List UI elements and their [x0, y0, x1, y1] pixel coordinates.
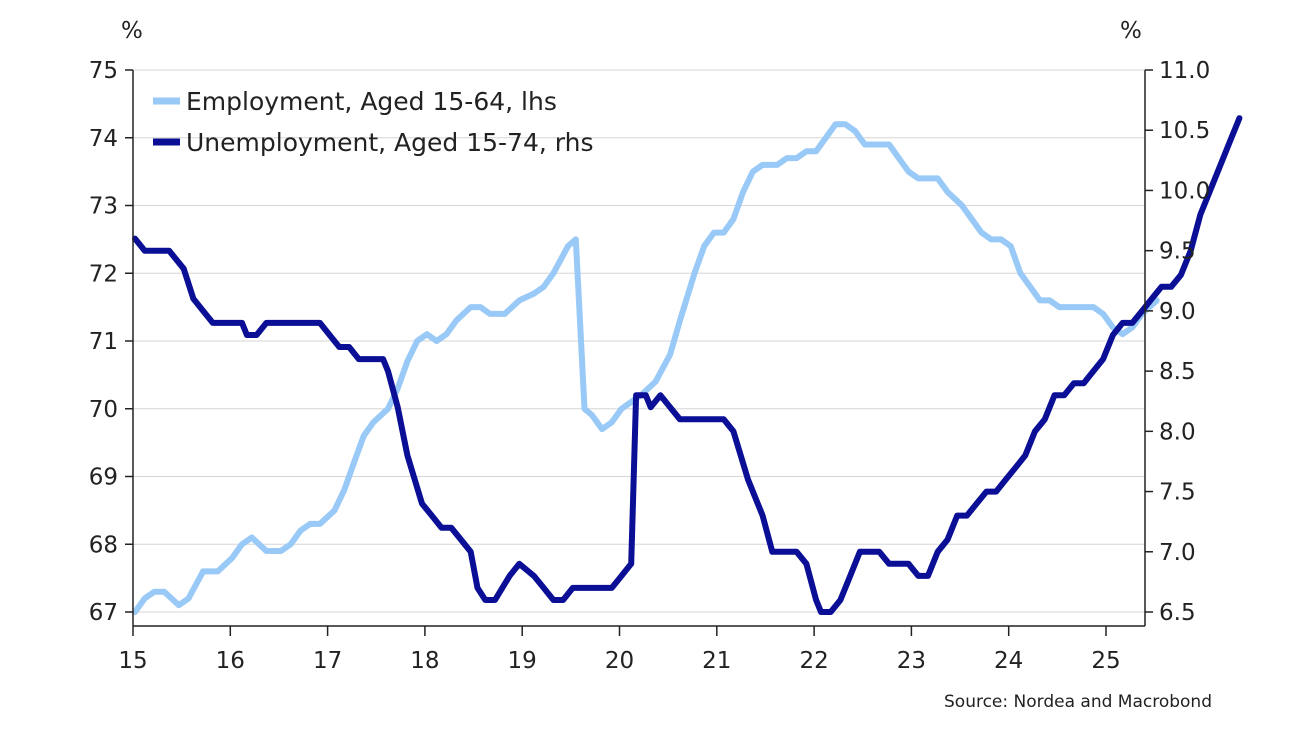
y-left-tick-label-3: 70 — [89, 397, 118, 423]
y-left-unit-label: % — [121, 18, 143, 44]
series-line-employment — [132, 121, 1160, 615]
y-right-tick-label-6: 9.5 — [1159, 239, 1196, 265]
y-right-tick-label-9: 11.0 — [1159, 58, 1210, 84]
x-tick-label-9: 24 — [994, 648, 1023, 674]
y-right-tick-label-7: 10.0 — [1159, 178, 1210, 204]
y-right-tick-label-0: 6.5 — [1159, 600, 1196, 626]
x-tick-label-7: 22 — [799, 648, 828, 674]
x-tick-label-10: 25 — [1091, 648, 1120, 674]
tick-labels: 67 68 69 70 71 72 73 74 75 6.5 7.0 7.5 8.0 8.5 9.0 9.5 1… — [89, 58, 1211, 674]
x-tick-label-6: 21 — [702, 648, 731, 674]
series-layer — [132, 115, 1243, 615]
y-right-unit-label: % — [1120, 18, 1142, 44]
legend-label-unemployment: Unemployment, Aged 15-74, rhs — [186, 128, 593, 157]
y-left-tick-label-7: 74 — [89, 126, 118, 152]
x-tick-label-5: 20 — [605, 648, 634, 674]
y-right-tick-label-4: 8.5 — [1159, 359, 1196, 385]
source-note: Source: Nordea and Macrobond — [944, 692, 1212, 712]
y-right-tick-label-2: 7.5 — [1159, 480, 1196, 506]
grid — [133, 69, 1145, 613]
y-left-tick-label-2: 69 — [89, 465, 118, 491]
y-right-tick-label-1: 7.0 — [1159, 540, 1196, 566]
x-tick-label-0: 15 — [118, 648, 147, 674]
y-right-tick-label-8: 10.5 — [1159, 118, 1210, 144]
y-left-tick-label-4: 71 — [89, 329, 118, 355]
x-tick-label-4: 19 — [508, 648, 537, 674]
y-left-tick-label-6: 73 — [89, 194, 118, 220]
x-tick-label-3: 18 — [410, 648, 439, 674]
y-left-tick-label-1: 68 — [89, 532, 118, 558]
y-right-tick-label-3: 8.0 — [1159, 419, 1196, 445]
x-tick-label-2: 17 — [313, 648, 342, 674]
legend: Employment, Aged 15-64, lhs Unemployment… — [153, 87, 593, 157]
y-left-tick-label-8: 75 — [89, 58, 118, 84]
legend-label-employment: Employment, Aged 15-64, lhs — [186, 87, 557, 116]
series-line-unemployment — [132, 115, 1243, 615]
axes — [125, 69, 1153, 636]
x-tick-label-1: 16 — [216, 648, 245, 674]
y-left-tick-label-5: 72 — [89, 261, 118, 287]
y-left-tick-label-0: 67 — [89, 600, 118, 626]
y-right-tick-label-5: 9.0 — [1159, 299, 1196, 325]
x-tick-label-8: 23 — [897, 648, 926, 674]
